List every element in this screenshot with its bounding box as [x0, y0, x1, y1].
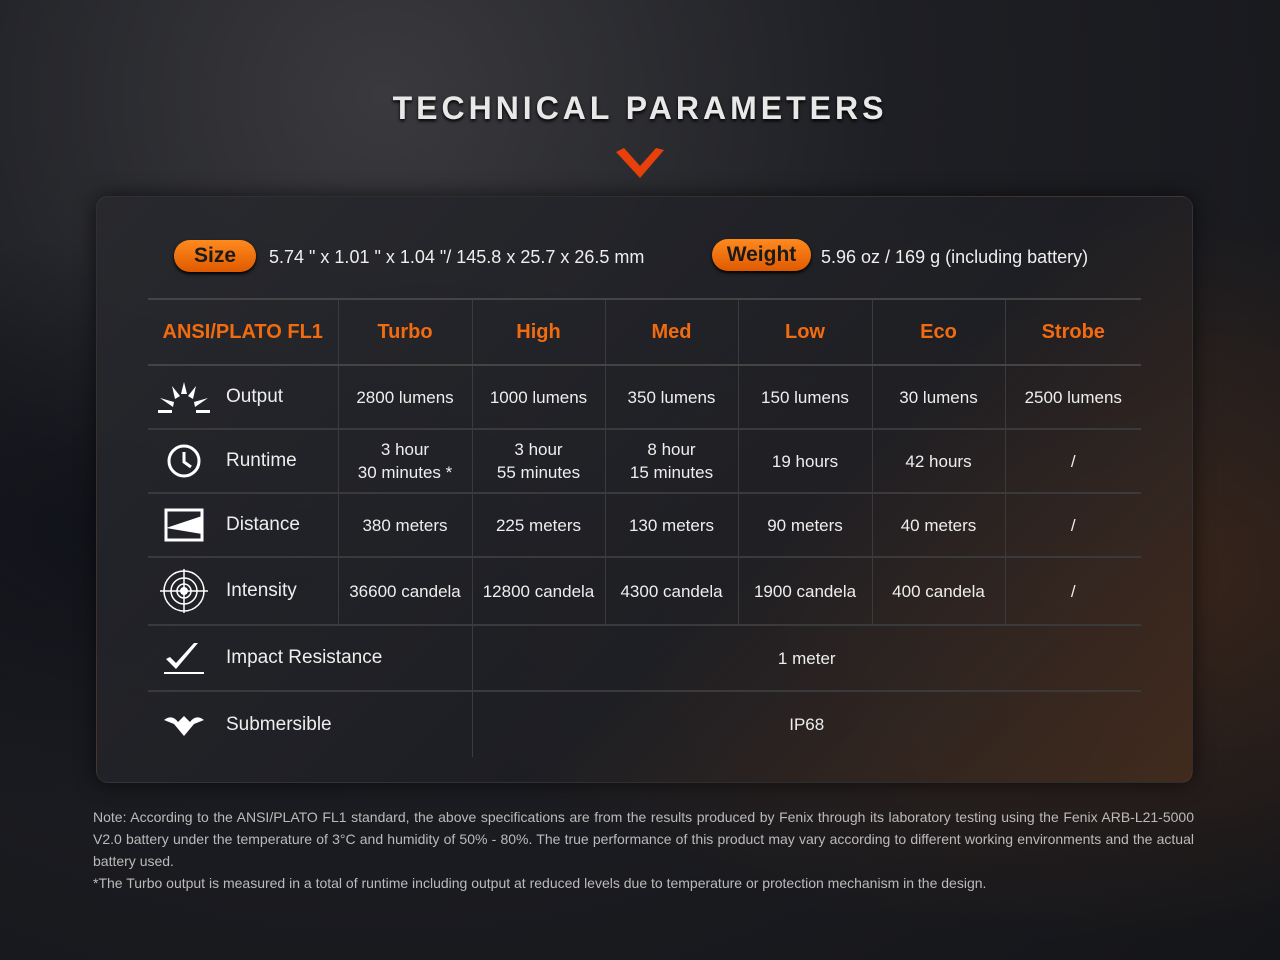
column-header: Med [604, 299, 738, 366]
table-cell: 3 hour 30 minutes * [337, 429, 472, 494]
page-title: TECHNICAL PARAMETERS [392, 90, 888, 126]
row-label-text: Impact Resistance [226, 647, 383, 669]
size-value: 5.74 " x 1.01 " x 1.04 "/ 145.8 x 25.7 x… [269, 247, 645, 267]
table-cell: 400 candela [871, 557, 1005, 626]
table-cell: IP68 [471, 691, 1141, 757]
row-label: Output [148, 365, 338, 430]
table-cell: 1 meter [471, 625, 1141, 692]
table-cell: 30 lumens [871, 365, 1005, 430]
table-cell: 225 meters [471, 493, 605, 558]
row-label: Impact Resistance [148, 625, 472, 692]
table-row: Intensity 36600 candela 12800 candela 4300 … [148, 557, 1141, 626]
table-cell: 150 lumens [737, 365, 872, 430]
table-cell: / [1004, 429, 1141, 494]
weight-badge: Weight [712, 239, 811, 271]
footnote-text: *The Turbo output is measured in a total… [93, 875, 987, 891]
intensity-icon [156, 569, 226, 613]
table-cell: 12800 candela [471, 557, 605, 626]
table-header-row: ANSI/PLATO FL1 Turbo High Med Low Eco Strobe [148, 299, 1141, 366]
table-cell: / [1004, 557, 1141, 626]
column-header: Turbo [337, 299, 472, 366]
table-cell: 40 meters [871, 493, 1005, 558]
table-cell: 350 lumens [604, 365, 738, 430]
table-cell: 36600 candela [337, 557, 472, 626]
table-cell: 380 meters [337, 493, 472, 558]
impact-icon [156, 643, 226, 674]
table-cell: 1000 lumens [471, 365, 605, 430]
spec-table: ANSI/PLATO FL1 Turbo High Med Low Eco Strobe O… [148, 298, 1141, 757]
weight-value: 5.96 oz / 169 g (including battery) [821, 247, 1089, 267]
table-cell: 1900 candela [737, 557, 872, 626]
table-row: Runtime 3 hour 30 minutes * 3 hour 55 minu… [148, 429, 1141, 494]
distance-icon [156, 508, 226, 542]
table-cell: 2800 lumens [337, 365, 472, 430]
column-header: High [471, 299, 605, 366]
row-label-text: Intensity [226, 580, 297, 602]
table-cell: 19 hours [737, 429, 872, 494]
note-text: Note: According to the ANSI/PLATO FL1 st… [93, 809, 1194, 869]
column-header: Strobe [1004, 299, 1141, 366]
table-cell: 90 meters [737, 493, 872, 558]
table-row: Submersible IP68 [148, 691, 1141, 757]
size-badge: Size [174, 240, 256, 272]
row-label-text: Output [226, 386, 284, 408]
row-label-text: Runtime [226, 450, 297, 472]
submersible-icon [156, 714, 226, 736]
column-header: Eco [871, 299, 1005, 366]
table-cell: 42 hours [871, 429, 1005, 494]
table-row: Output 2800 lumens 1000 lumens 350 lumens 15… [148, 365, 1141, 430]
row-label: Intensity [148, 557, 338, 626]
table-row: Impact Resistance 1 meter [148, 625, 1141, 692]
standard-header: ANSI/PLATO FL1 [148, 299, 338, 366]
row-label-text: Submersible [226, 713, 332, 735]
column-header: Low [737, 299, 872, 366]
table-cell: 3 hour 55 minutes [471, 429, 605, 494]
row-label-text: Distance [226, 514, 300, 536]
notes: Note: According to the ANSI/PLATO FL1 st… [93, 806, 1194, 894]
table-cell: 2500 lumens [1004, 365, 1141, 430]
row-label: Distance [148, 493, 338, 558]
output-icon [156, 382, 226, 413]
clock-icon [156, 444, 226, 478]
table-cell: / [1004, 493, 1141, 558]
row-label: Submersible [148, 691, 472, 757]
table-cell: 8 hour 15 minutes [604, 429, 738, 494]
table-cell: 130 meters [604, 493, 738, 558]
row-label: Runtime [148, 429, 338, 494]
chevron-down-icon [616, 148, 664, 178]
table-row: Distance 380 meters 225 meters 130 meters 90… [148, 493, 1141, 558]
table-cell: 4300 candela [604, 557, 738, 626]
